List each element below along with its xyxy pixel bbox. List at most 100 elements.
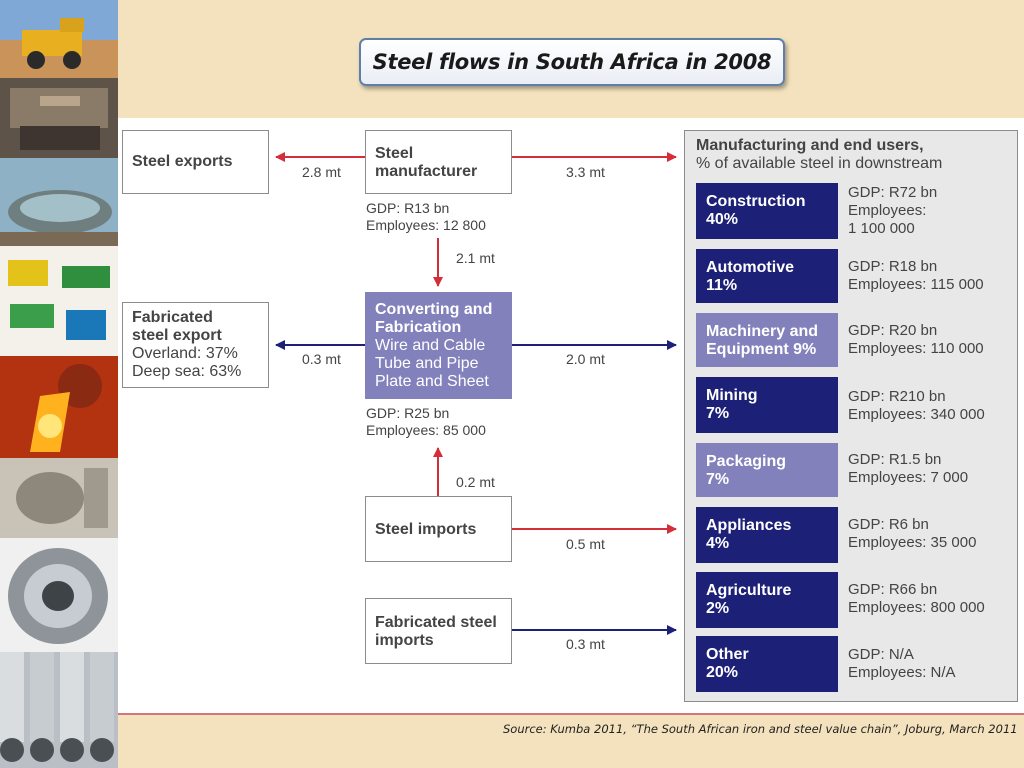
category-machinery-equipment: Machinery and Equipment 9% [696,313,838,367]
category-gdp: GDP: R6 bn [848,516,929,533]
converting-stats: GDP: R25 bn Employees: 85 000 [366,405,486,439]
category-automotive: Automotive 11% [696,249,838,303]
category-appliances-info: GDP: R6 bn Employees: 35 000 [848,516,976,552]
end-users-heading: Manufacturing and end users, % of availa… [696,137,1016,173]
category-other-info: GDP: N/A Employees: N/A [848,646,956,682]
category-name: Appliances [706,517,792,534]
category-employees: Employees: [848,202,927,219]
converting-wire-cable: Wire and Cable [375,337,486,354]
fabricated-export-title-1: Fabricated [132,309,213,326]
category-mining: Mining 7% [696,377,838,433]
fabricated-export-deep-sea: Deep sea: 63% [132,363,242,380]
steel-exports-label: Steel exports [132,153,233,170]
category-share: 2% [706,600,730,617]
category-gdp: GDP: R20 bn [848,322,938,339]
page-title: Steel flows in South Africa in 2008 [372,50,772,74]
steel-manufacturer-label-2: manufacturer [375,163,478,180]
divider-line [118,713,1024,715]
haul-truck-photo [0,0,118,78]
category-gdp: GDP: R72 bn [848,184,938,201]
steel-coil-photo [0,538,118,652]
converting-title-2: Fabrication [375,319,462,336]
category-gdp: GDP: N/A [848,646,914,663]
category-employees: Employees: 340 000 [848,406,985,423]
flow-label-imports-end-users: 0.5 mt [566,536,605,552]
converting-gdp: GDP: R25 bn [366,405,450,421]
category-share: 4% [706,535,730,552]
steel-manufacturer-box: Steel manufacturer [365,130,512,194]
category-share: Equipment 9% [706,341,817,358]
steel-manufacturer-stats: GDP: R13 bn Employees: 12 800 [366,200,486,234]
category-employees: Employees: 800 000 [848,599,985,616]
category-name: Automotive [706,259,794,276]
steel-imports-box: Steel imports [365,496,512,562]
converting-fabrication-box: Converting and Fabrication Wire and Cabl… [365,292,512,399]
steel-mill-photo [0,458,118,538]
fabricated-imports-label-1: Fabricated steel [375,614,497,631]
category-employees: Employees: 110 000 [848,340,984,357]
category-appliances: Appliances 4% [696,507,838,563]
converting-plate-sheet: Plate and Sheet [375,373,489,390]
flow-label-manufacturer-converting: 2.1 mt [456,250,495,266]
category-name: Construction [706,193,806,210]
category-gdp: GDP: R1.5 bn [848,451,942,468]
end-users-subtitle: % of available steel in downstream [696,155,943,172]
fabricated-export-title-2: steel export [132,327,222,344]
fabricated-imports-label-2: imports [375,632,434,649]
category-employees: Employees: N/A [848,664,956,681]
flow-label-fabricated-imports-end-users: 0.3 mt [566,636,605,652]
fabricated-imports-box: Fabricated steel imports [365,598,512,664]
category-packaging-info: GDP: R1.5 bn Employees: 7 000 [848,451,968,487]
category-share: 40% [706,211,739,228]
category-packaging: Packaging 7% [696,443,838,497]
photo-strip [0,0,118,768]
category-gdp: GDP: R66 bn [848,581,938,598]
flow-label-fabricated-export: 0.3 mt [302,351,341,367]
molten-steel-photo [0,356,118,458]
category-name: Other [706,646,749,663]
steel-imports-label: Steel imports [375,521,477,538]
category-other: Other 20% [696,636,838,692]
converting-employees: Employees: 85 000 [366,422,486,438]
flow-label-exports: 2.8 mt [302,164,341,180]
category-employees-count: 1 100 000 [848,220,915,237]
end-users-title: Manufacturing and end users, [696,137,924,154]
converting-tube-pipe: Tube and Pipe [375,355,479,372]
converting-title-1: Converting and [375,301,493,318]
category-construction: Construction 40% [696,183,838,239]
flow-label-manufacturer-end-users: 3.3 mt [566,164,605,180]
category-name: Machinery and [706,323,819,340]
category-mining-info: GDP: R210 bn Employees: 340 000 [848,388,985,424]
steel-manufacturer-employees: Employees: 12 800 [366,217,486,233]
flow-label-converting-end-users: 2.0 mt [566,351,605,367]
mine-excavator-photo [0,78,118,158]
category-name: Packaging [706,453,787,470]
category-share: 20% [706,664,739,681]
category-machinery-equipment-info: GDP: R20 bn Employees: 110 000 [848,322,984,358]
category-automotive-info: GDP: R18 bn Employees: 115 000 [848,258,984,294]
category-gdp: GDP: R210 bn [848,388,946,405]
fabricated-export-box: Fabricated steel export Overland: 37% De… [122,302,269,388]
category-employees: Employees: 7 000 [848,469,969,486]
flow-label-imports-converting: 0.2 mt [456,474,495,490]
category-employees: Employees: 115 000 [848,276,984,293]
mining-equipment-photo [0,246,118,356]
category-name: Mining [706,387,758,404]
category-employees: Employees: 35 000 [848,534,977,551]
category-name: Agriculture [706,582,792,599]
category-share: 11% [706,277,738,294]
steel-manufacturer-label-1: Steel [375,145,414,162]
category-agriculture-info: GDP: R66 bn Employees: 800 000 [848,581,985,617]
title-box: Steel flows in South Africa in 2008 [359,38,785,86]
steel-pipes-photo [0,652,118,768]
processing-plant-photo [0,158,118,246]
category-agriculture: Agriculture 2% [696,572,838,628]
category-share: 7% [706,405,730,422]
steel-manufacturer-gdp: GDP: R13 bn [366,200,450,216]
source-citation: Source: Kumba 2011, “The South African i… [503,722,1018,736]
category-construction-info: GDP: R72 bn Employees: 1 100 000 [848,184,937,238]
category-gdp: GDP: R18 bn [848,258,938,275]
category-share: 7% [706,471,730,488]
steel-exports-box: Steel exports [122,130,269,194]
